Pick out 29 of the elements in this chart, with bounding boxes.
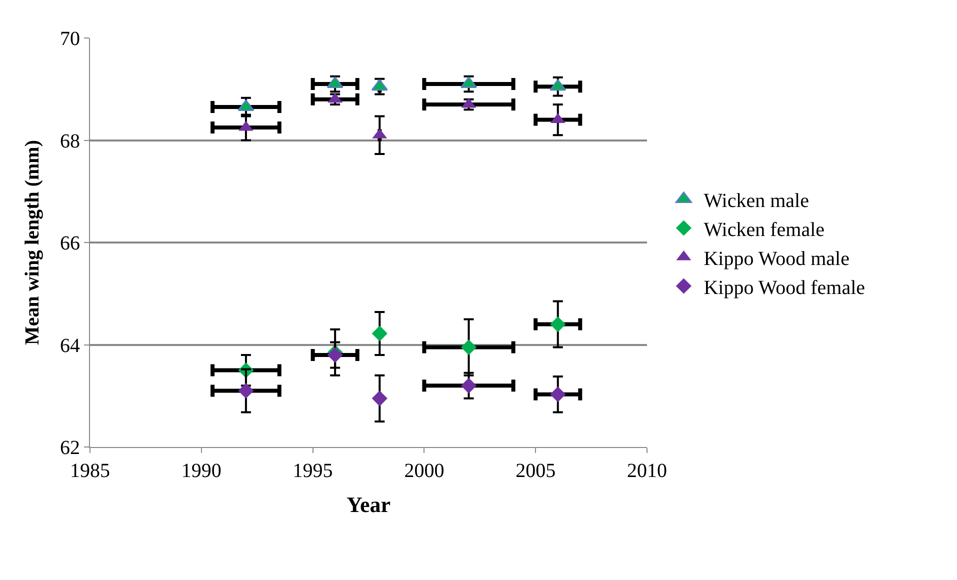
point — [371, 79, 388, 91]
x-tick-label: 2010 — [627, 460, 667, 482]
point — [460, 378, 477, 394]
point — [550, 316, 566, 332]
point — [460, 76, 478, 88]
x-tick-label: 2000 — [404, 460, 444, 482]
legend-label: Kippo Wood female — [704, 276, 866, 299]
x-tick-label: 1985 — [70, 460, 110, 482]
x-tick-label: 1995 — [292, 460, 333, 482]
point — [460, 340, 477, 356]
y-tick-label: 66 — [60, 232, 80, 254]
point — [550, 386, 566, 402]
x-tick-label: 2005 — [516, 460, 556, 482]
point — [372, 326, 388, 342]
y-tick-label: 64 — [60, 334, 80, 357]
y-tick-label: 68 — [60, 130, 80, 152]
point — [238, 382, 254, 399]
y-tick-label: 70 — [60, 28, 80, 50]
y-tick-label: 62 — [60, 437, 80, 459]
point — [326, 76, 344, 88]
x-tick-label: 1990 — [181, 460, 222, 482]
legend-label: Wicken male — [704, 190, 810, 212]
y-axis-title: Mean wing length (mm) — [22, 140, 44, 345]
point — [238, 100, 254, 112]
point — [372, 390, 388, 406]
legend-label: Wicken female — [704, 218, 825, 241]
x-axis-title: Year — [346, 492, 391, 517]
point — [550, 79, 566, 91]
legend-label: Kippo Wood male — [704, 248, 850, 270]
